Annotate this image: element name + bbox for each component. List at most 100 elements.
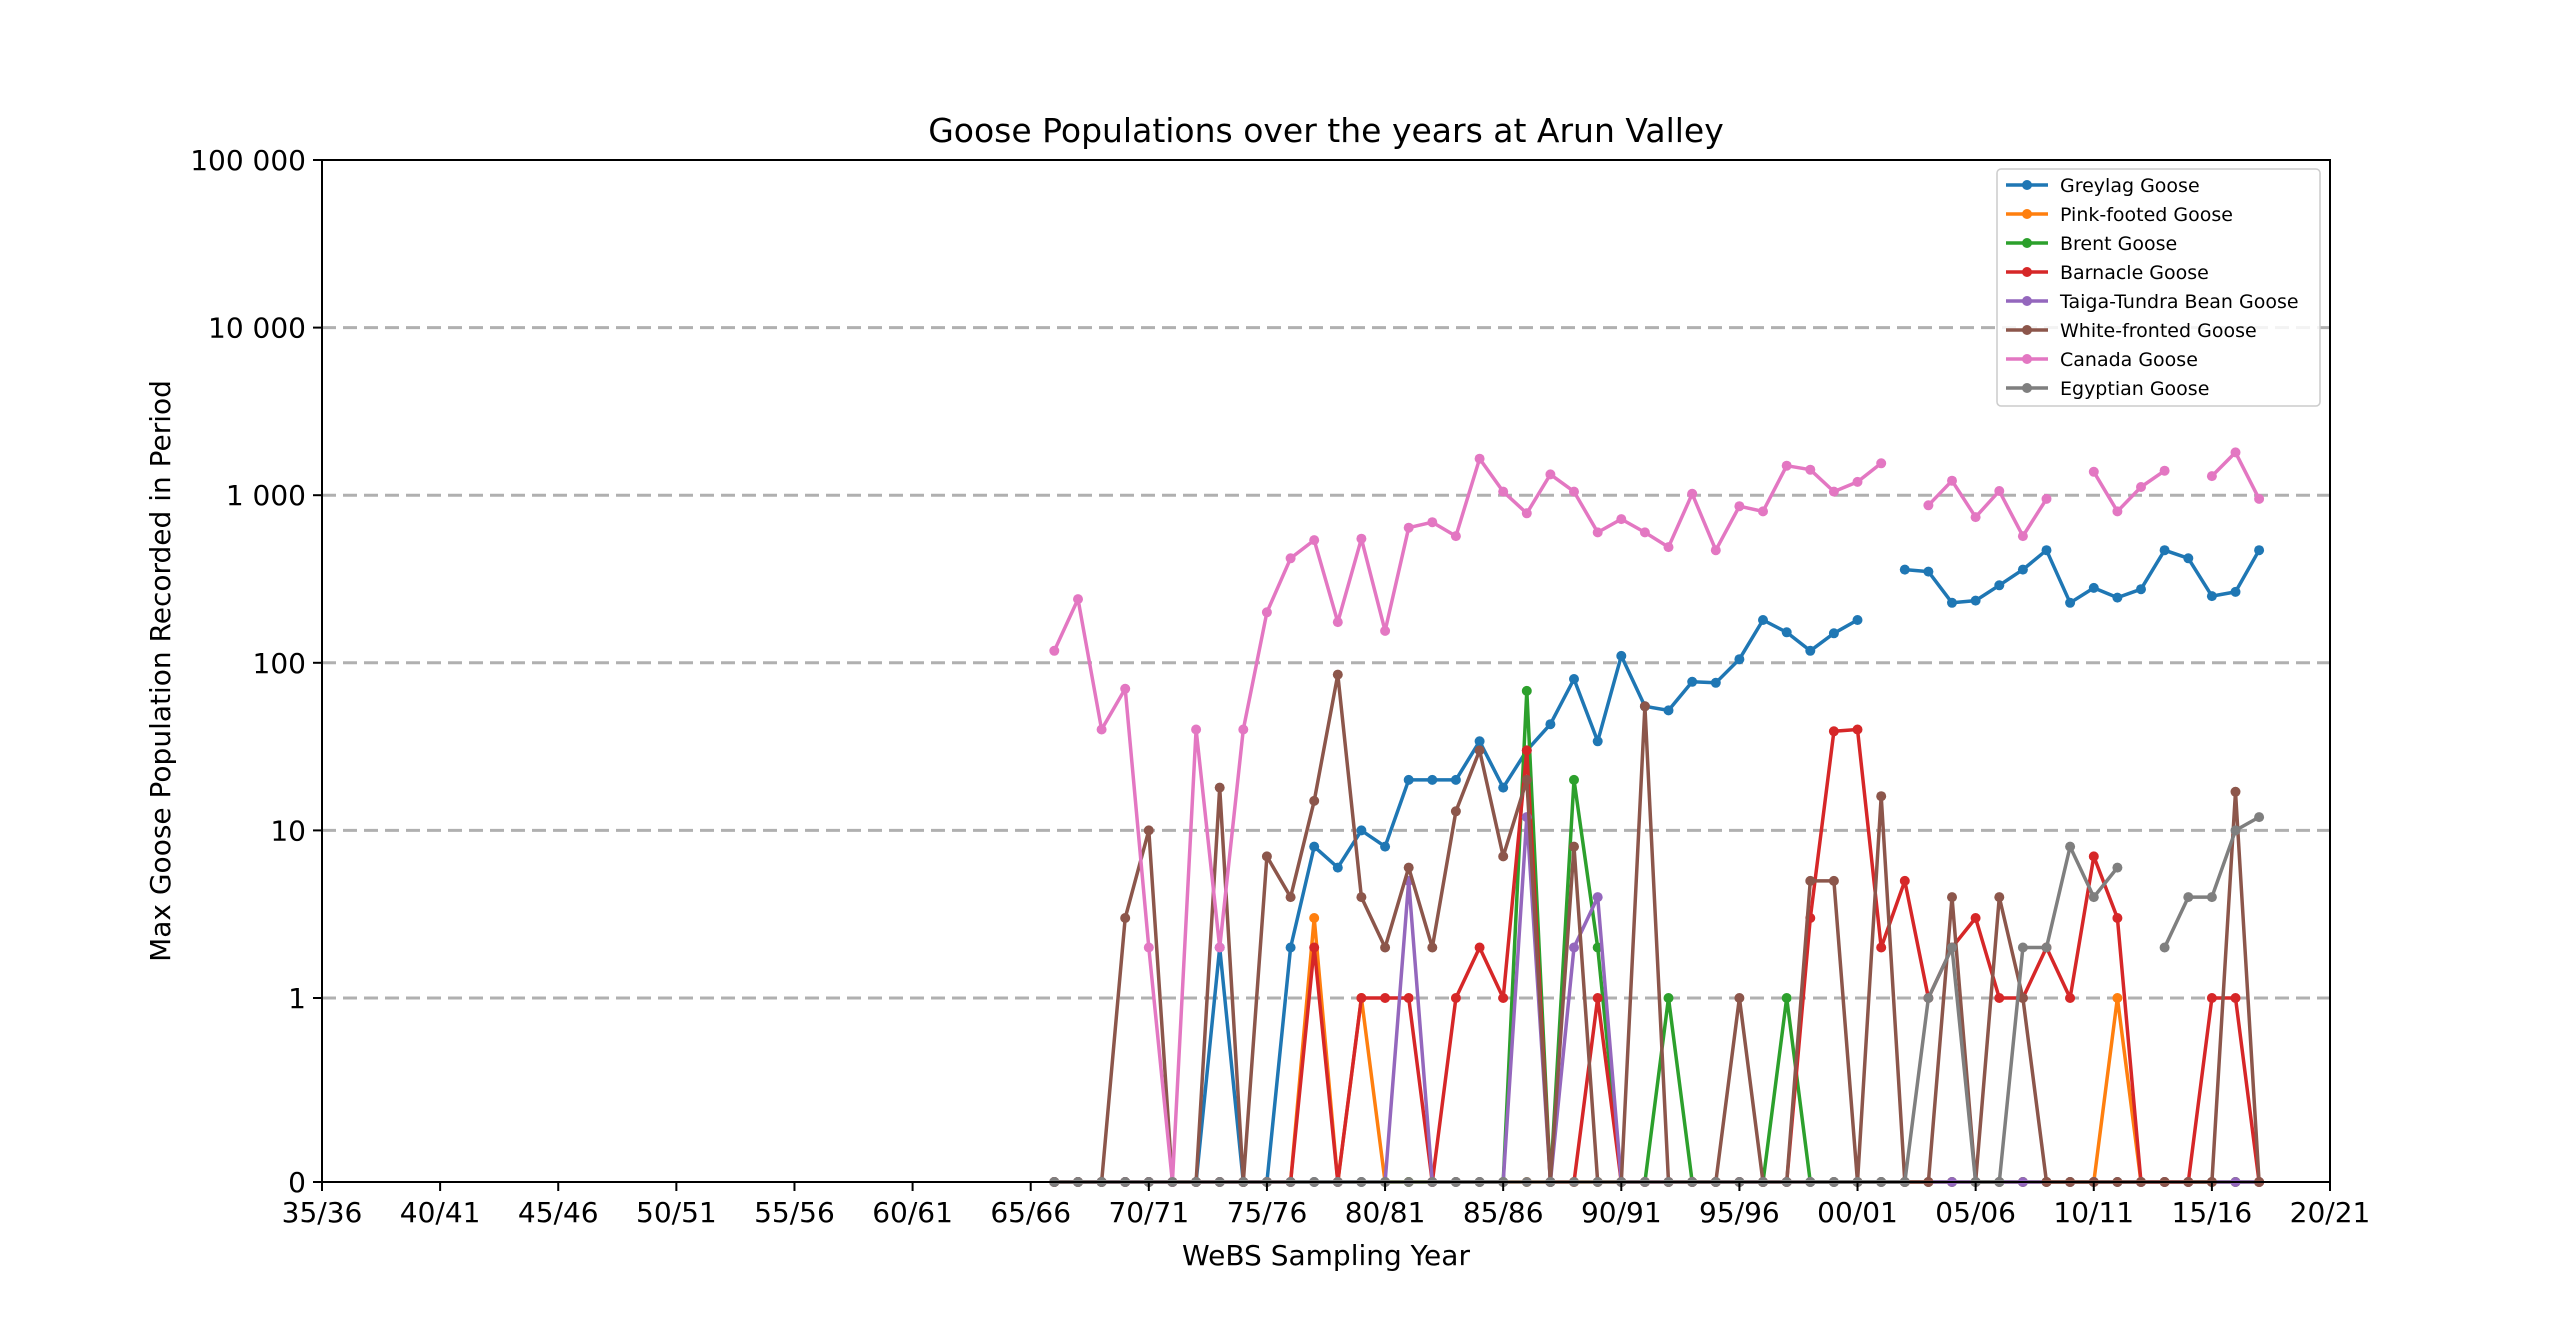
data-point-barnacle-goose: [1852, 724, 1863, 735]
data-point-canada-goose: [1970, 512, 1981, 523]
data-point-white-fronted-goose: [1876, 791, 1887, 802]
data-point-egyptian-goose: [2065, 841, 2076, 852]
data-point-white-fronted-goose: [1828, 875, 1839, 886]
data-point-barnacle-goose: [1474, 942, 1485, 953]
data-point-greylag-goose: [1734, 654, 1745, 665]
x-tick-label: 20/21: [2290, 1196, 2371, 1229]
data-point-brent-goose: [1781, 993, 1792, 1003]
data-point-barnacle-goose: [1380, 993, 1391, 1003]
data-point-barnacle-goose: [1876, 942, 1887, 953]
legend-item-greylag-goose: Greylag Goose: [2006, 175, 2200, 197]
data-point-canada-goose: [1994, 486, 2005, 496]
data-point-canada-goose: [1805, 464, 1816, 475]
data-point-barnacle-goose: [2088, 851, 2099, 862]
data-point-greylag-goose: [1474, 736, 1485, 747]
data-point-canada-goose: [1710, 545, 1721, 556]
data-point-canada-goose: [1758, 506, 1768, 517]
data-point-greylag-goose: [1616, 650, 1627, 661]
data-point-barnacle-goose: [1899, 875, 1910, 886]
data-point-canada-goose: [1191, 724, 1202, 735]
x-tick-label: 15/16: [2172, 1196, 2253, 1229]
legend-marker: [2022, 267, 2032, 277]
data-point-brent-goose: [1569, 774, 1579, 785]
data-point-canada-goose: [1828, 486, 1839, 497]
legend-marker: [2022, 354, 2032, 364]
data-point-brent-goose: [1521, 685, 1532, 696]
data-point-white-fronted-goose: [1569, 841, 1579, 852]
data-point-greylag-goose: [1663, 705, 1674, 716]
data-point-greylag-goose: [1758, 615, 1768, 625]
data-point-white-fronted-goose: [1805, 875, 1816, 886]
y-tick-label: 1: [288, 982, 306, 1015]
data-point-canada-goose: [2230, 447, 2241, 458]
x-tick-label: 95/96: [1699, 1196, 1780, 1229]
x-tick-label: 70/71: [1108, 1196, 1189, 1229]
data-point-barnacle-goose: [1450, 993, 1461, 1003]
data-point-canada-goose: [1498, 486, 1509, 497]
data-point-taiga-tundra-bean-goose: [1592, 892, 1603, 903]
data-point-canada-goose: [1616, 514, 1627, 525]
data-point-white-fronted-goose: [1309, 795, 1320, 806]
chart-title: Goose Populations over the years at Arun…: [928, 111, 1724, 150]
data-point-white-fronted-goose: [1521, 774, 1532, 785]
series-line-taiga-tundra-bean-goose: [1054, 815, 2260, 1184]
data-point-greylag-goose: [1592, 736, 1603, 747]
data-point-canada-goose: [1545, 469, 1556, 480]
data-point-greylag-goose: [1332, 862, 1343, 873]
data-point-egyptian-goose: [2206, 892, 2217, 903]
data-point-canada-goose: [1427, 517, 1438, 528]
data-point-greylag-goose: [1947, 597, 1957, 608]
x-axis: 35/36 40/41 45/46 50/51 55/56 60/61 65/66 70/71…: [282, 1182, 2371, 1229]
data-point-greylag-goose: [2041, 545, 2052, 556]
series-line-greylag-goose: [1054, 618, 1859, 1184]
data-point-white-fronted-goose: [1947, 892, 1957, 903]
x-tick-label: 45/46: [518, 1196, 599, 1229]
data-point-barnacle-goose: [1970, 913, 1981, 923]
legend-label: Greylag Goose: [2060, 175, 2200, 197]
legend-label: Barnacle Goose: [2060, 262, 2209, 284]
legend-label: White-fronted Goose: [2060, 320, 2257, 342]
data-point-canada-goose: [2088, 466, 2099, 477]
legend-label: Taiga-Tundra Bean Goose: [2059, 291, 2299, 313]
data-point-canada-goose: [1569, 486, 1579, 497]
x-axis-label: WeBS Sampling Year: [1182, 1239, 1470, 1272]
data-point-white-fronted-goose: [1380, 942, 1391, 953]
data-point-white-fronted-goose: [1450, 806, 1461, 817]
x-tick-label: 65/66: [990, 1196, 1071, 1229]
data-point-egyptian-goose: [2183, 892, 2194, 903]
data-point-canada-goose: [1380, 625, 1391, 636]
data-point-white-fronted-goose: [1427, 942, 1438, 953]
data-point-egyptian-goose: [2017, 942, 2028, 953]
data-point-white-fronted-goose: [1332, 669, 1343, 680]
data-point-barnacle-goose: [2112, 913, 2123, 923]
legend-marker: [2022, 325, 2032, 335]
data-point-greylag-goose: [1498, 782, 1509, 793]
data-point-barnacle-goose: [1309, 942, 1320, 953]
data-point-canada-goose: [1309, 535, 1320, 546]
data-point-white-fronted-goose: [2230, 786, 2241, 797]
data-point-egyptian-goose: [2041, 942, 2052, 953]
data-point-white-fronted-goose: [1143, 825, 1154, 836]
data-point-barnacle-goose: [1356, 993, 1367, 1003]
data-point-greylag-goose: [1828, 628, 1839, 639]
series-line-greylag-goose: [1904, 548, 2261, 605]
legend-marker: [2022, 180, 2032, 190]
data-point-greylag-goose: [1781, 627, 1792, 638]
data-point-greylag-goose: [2065, 597, 2076, 608]
y-tick-label: 1 000: [226, 479, 306, 512]
x-tick-label: 10/11: [2053, 1196, 2134, 1229]
data-point-greylag-goose: [1450, 774, 1461, 785]
data-point-canada-goose: [1049, 645, 1060, 656]
legend-label: Pink-footed Goose: [2060, 204, 2233, 226]
x-tick-label: 50/51: [636, 1196, 717, 1229]
data-point-barnacle-goose: [1828, 726, 1839, 737]
x-tick-label: 75/76: [1227, 1196, 1308, 1229]
legend: Greylag Goose Pink-footed Goose Brent Goos…: [1996, 168, 2321, 407]
y-axis-label: Max Goose Population Recorded in Period: [144, 380, 177, 962]
data-point-greylag-goose: [2230, 586, 2241, 597]
data-point-brent-goose: [1663, 993, 1674, 1003]
y-axis: 0 1 10 100 1 000 10 000 100 000: [190, 144, 322, 1199]
data-point-canada-goose: [1356, 533, 1367, 544]
data-point-greylag-goose: [1899, 564, 1910, 575]
data-point-barnacle-goose: [2230, 993, 2241, 1003]
